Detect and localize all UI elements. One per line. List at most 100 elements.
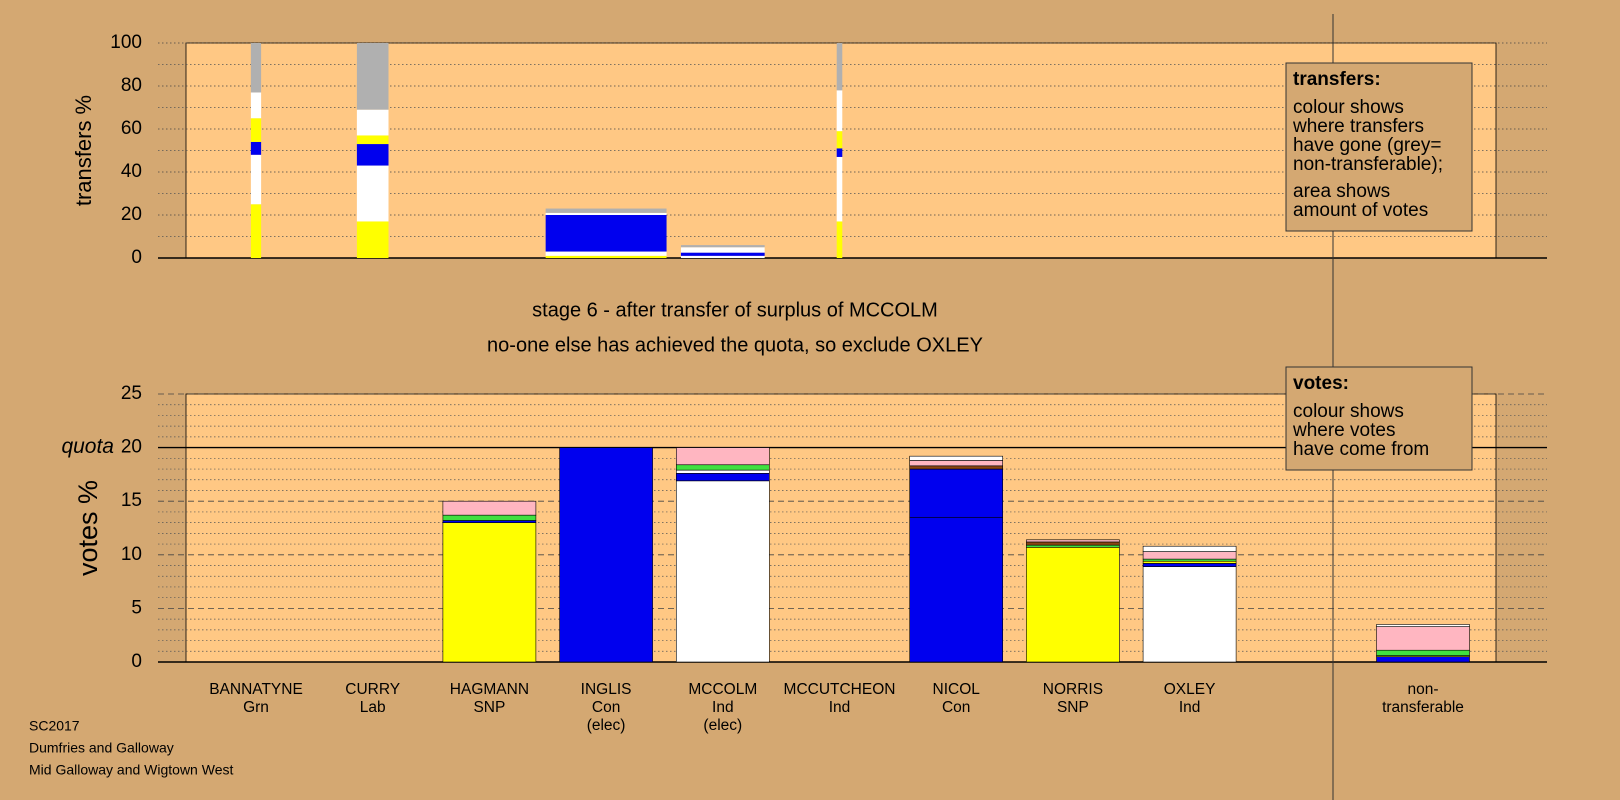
x-tick-label: CURRY [345, 681, 400, 698]
legend-title: votes: [1293, 373, 1349, 394]
x-tick-label: NICOL [933, 681, 981, 698]
x-tick-label: (elec) [587, 717, 626, 734]
x-tick-label: (elec) [703, 717, 742, 734]
x-tick-label: Ind [712, 699, 734, 716]
bar-segment [675, 480, 770, 663]
y-axis-label: votes % [73, 480, 103, 576]
footer: SC2017 [29, 718, 80, 734]
x-tick-label: NORRIS [1043, 681, 1103, 698]
bar-segment [836, 131, 843, 149]
legend-text: non-transferable); [1293, 154, 1443, 175]
bar-segment [545, 251, 667, 256]
bar-segment [356, 144, 389, 166]
bar-segment [356, 221, 389, 258]
y-tick-label: 80 [121, 75, 142, 96]
stage-text: no-one else has achieved the quota, so e… [487, 334, 983, 356]
y-tick-label: 20 [121, 437, 142, 458]
bar-segment [836, 148, 843, 157]
bar-segment [680, 255, 765, 258]
bar-segment [442, 520, 537, 523]
x-tick-label: MCCUTCHEON [784, 681, 896, 698]
bar-segment [1142, 558, 1237, 562]
bar-segment [675, 464, 770, 471]
legend-text: colour shows [1293, 97, 1404, 118]
bar-segment [1376, 626, 1470, 651]
y-tick-label: 20 [121, 204, 142, 225]
bar-segment [909, 460, 1004, 467]
legend-text: where transfers [1292, 116, 1424, 137]
plot-area [185, 393, 1497, 663]
footer: Dumfries and Galloway [29, 740, 174, 756]
bar-segment [909, 516, 1004, 663]
y-tick-label: 100 [110, 32, 142, 53]
bar-segment [1376, 649, 1470, 656]
bar-segment [559, 447, 653, 663]
legend-box [1285, 366, 1473, 471]
bar-segment [1142, 560, 1237, 564]
x-tick-label: Con [592, 699, 620, 716]
x-tick-label: SNP [1057, 699, 1089, 716]
x-tick-label: Lab [360, 699, 386, 716]
bar-segment [442, 522, 537, 663]
y-tick-label: 25 [121, 383, 142, 404]
bar-segment [356, 165, 389, 222]
bar-segment [545, 208, 667, 213]
bar-segment [836, 221, 843, 258]
bar-segment [1026, 546, 1120, 663]
bar-segment [675, 473, 770, 482]
bar-segment [909, 465, 1004, 470]
bar-segment [250, 204, 262, 258]
bar-segment [1142, 551, 1237, 560]
bar-segment [1026, 541, 1120, 546]
bar-segment [1142, 563, 1237, 567]
bar-segment [442, 514, 537, 521]
bar-segment [545, 255, 667, 258]
footer: Mid Galloway and Wigtown West [29, 762, 233, 778]
x-tick-label: MCCOLM [688, 681, 757, 698]
x-tick-label: BANNATYNE [209, 681, 303, 698]
bar-segment [836, 156, 843, 222]
bar-segment [909, 455, 1004, 461]
y-tick-label: 0 [131, 247, 142, 268]
legend-text: colour shows [1293, 401, 1404, 422]
legend-text: area shows [1293, 181, 1390, 202]
bar-segment [250, 43, 262, 93]
x-tick-label: Ind [1179, 699, 1201, 716]
x-tick-label: Grn [243, 699, 269, 716]
y-tick-label: 60 [121, 118, 142, 139]
bar-segment [680, 245, 765, 248]
legend-title: transfers: [1293, 69, 1381, 90]
x-tick-label: INGLIS [581, 681, 632, 698]
bar-segment [250, 118, 262, 142]
bar-segment [680, 247, 765, 253]
bar-segment [442, 500, 537, 516]
legend-text: amount of votes [1293, 200, 1428, 221]
bar-segment [675, 447, 770, 466]
y-tick-label: 10 [121, 544, 142, 565]
bar-segment [1142, 566, 1237, 663]
y-tick-label: 40 [121, 161, 142, 182]
y-axis-label: transfers % [71, 95, 96, 206]
bar-segment [1376, 656, 1470, 663]
bar-segment [545, 212, 667, 215]
bar-segment [545, 215, 667, 252]
bar-segment [250, 141, 262, 155]
legend-box [1285, 62, 1473, 232]
bar-segment [1026, 539, 1120, 543]
bar-segment [1376, 624, 1470, 627]
bar-segment [1142, 545, 1237, 552]
legend-text: have gone (grey= [1293, 135, 1441, 156]
legend-text: where votes [1292, 420, 1395, 441]
bar-segment [356, 43, 389, 110]
bar-segment [356, 135, 389, 145]
x-tick-label: Con [942, 699, 970, 716]
x-tick-label: non- [1407, 681, 1438, 698]
x-tick-label: transferable [1382, 699, 1464, 716]
bar-segment [836, 43, 843, 91]
legend-text: have come from [1293, 439, 1429, 460]
bar-segment [836, 90, 843, 132]
x-tick-label: Ind [829, 699, 851, 716]
stage-text: stage 6 - after transfer of surplus of M… [532, 299, 938, 321]
bar-segment [675, 469, 770, 474]
